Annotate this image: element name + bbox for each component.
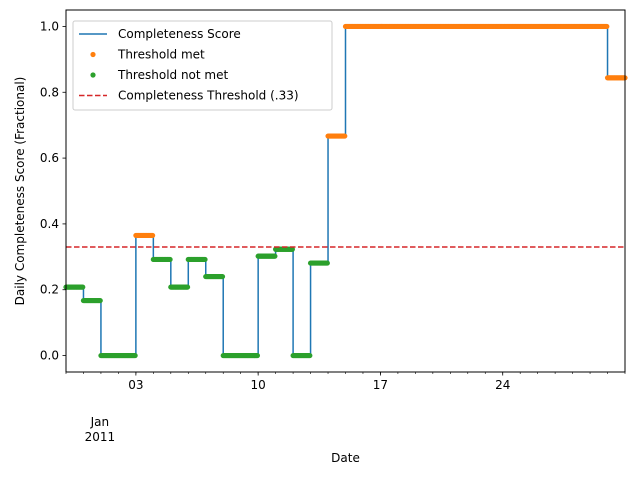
y-tick-label: 0.6 (40, 151, 59, 165)
marker-threshold-not-met (219, 273, 226, 280)
legend-label: Completeness Threshold (.33) (118, 89, 299, 103)
marker-threshold-met (604, 23, 610, 30)
legend: Completeness Score Threshold met Threshold… (72, 20, 333, 111)
y-tick-label: 0.8 (40, 85, 59, 99)
legend-label: Completeness Score (118, 27, 241, 41)
y-tick-label: 0.2 (40, 283, 59, 297)
x-tick-label: 10 (251, 378, 266, 392)
completeness-markers (63, 23, 628, 359)
marker-threshold-not-met (184, 284, 191, 290)
marker-threshold-not-met (202, 256, 208, 263)
legend-label: Threshold met (117, 48, 205, 62)
y-tick-label: 0.4 (40, 217, 59, 231)
y-tick-label: 0.0 (40, 349, 59, 363)
x-tick-month-label: Jan (90, 415, 110, 429)
x-tick-label: 24 (495, 378, 510, 392)
marker-threshold-met (342, 133, 348, 139)
marker-threshold-met (150, 232, 156, 239)
x-tick-label: 17 (373, 378, 388, 392)
y-tick-label: 1.0 (40, 19, 59, 33)
marker-threshold-not-met (324, 260, 330, 266)
marker-threshold-not-met (289, 246, 295, 252)
plot-area (63, 23, 628, 359)
marker-threshold-not-met (97, 297, 103, 304)
marker-threshold-not-met (272, 253, 278, 259)
marker-threshold-not-met (307, 352, 313, 359)
x-axis-label: Date (331, 451, 360, 465)
legend-label: Threshold not met (117, 68, 228, 82)
marker-threshold-not-met (132, 352, 138, 359)
x-tick-year-label: 2011 (85, 430, 116, 444)
marker-threshold-not-met (254, 352, 261, 359)
marker-threshold-not-met (167, 256, 173, 263)
legend-box (72, 20, 333, 111)
x-tick-label: 03 (128, 378, 143, 392)
legend-swatch-dot (90, 72, 96, 78)
marker-threshold-not-met (80, 284, 86, 290)
y-axis-label: Daily Completeness Score (Fractional) (13, 77, 27, 306)
legend-swatch-dot (90, 51, 96, 58)
